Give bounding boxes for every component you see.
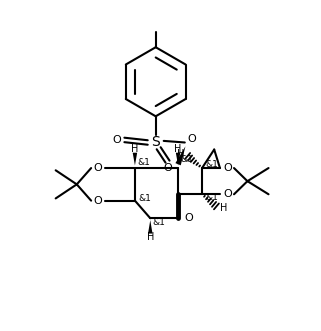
Text: S: S xyxy=(151,135,160,150)
Text: H: H xyxy=(147,232,154,242)
Text: H: H xyxy=(131,144,139,154)
Text: O: O xyxy=(223,189,232,199)
Text: O: O xyxy=(187,134,196,144)
Text: O: O xyxy=(223,163,232,173)
Polygon shape xyxy=(175,146,186,165)
Text: H: H xyxy=(174,144,182,154)
Text: O: O xyxy=(93,163,102,173)
Text: H: H xyxy=(177,149,184,159)
Polygon shape xyxy=(133,153,137,166)
Polygon shape xyxy=(148,220,152,234)
Text: H: H xyxy=(220,203,227,213)
Text: O: O xyxy=(93,196,102,206)
Polygon shape xyxy=(176,153,180,166)
Text: &1: &1 xyxy=(205,193,218,202)
Text: O: O xyxy=(164,163,173,173)
Text: &1: &1 xyxy=(153,217,166,227)
Text: &1: &1 xyxy=(138,194,151,203)
Text: O: O xyxy=(184,213,193,223)
Text: &1: &1 xyxy=(137,158,150,167)
Text: O: O xyxy=(112,135,121,145)
Text: &1: &1 xyxy=(181,155,194,164)
Text: &1: &1 xyxy=(205,160,218,169)
